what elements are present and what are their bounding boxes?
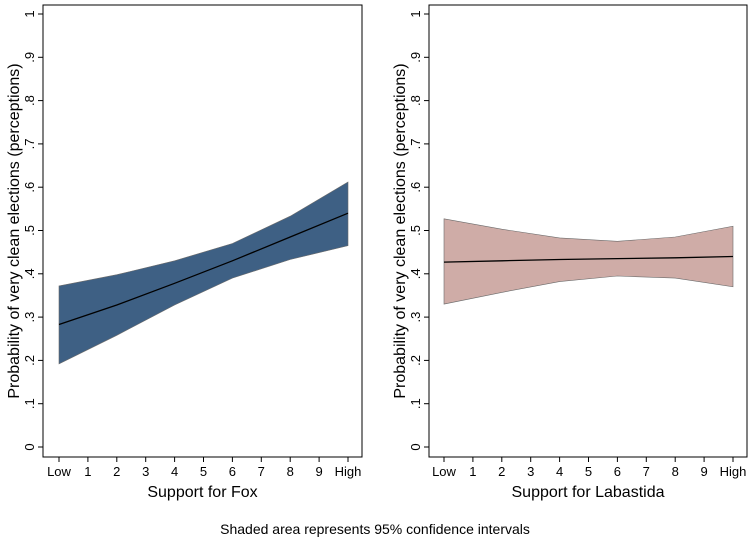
y-tick-label: 0 [408,443,423,450]
x-tick-label: 4 [171,464,178,479]
left-panel: 0 .1 .2 .3 .4 .5 .6 .7 .8 .9 1 Low 1 2 3 4 5 6 7 8 9 High Supp… [6,4,363,501]
y-tick-label: .2 [22,355,37,366]
confidence-band [443,218,734,305]
y-tick-label: .1 [22,398,37,409]
x-tick-label: 8 [287,464,294,479]
x-tick-label: 1 [469,464,476,479]
y-axis-title: Probability of very clean elections (per… [392,63,409,398]
x-tick-label: 8 [672,464,679,479]
y-tick-label: .7 [408,138,423,149]
y-tick-label: .9 [408,52,423,63]
prediction-line [58,212,349,326]
y-tick-label: .5 [408,225,423,236]
y-axis-title: Probability of very clean elections (per… [6,63,23,398]
y-tick-label: .2 [408,355,423,366]
x-tick-label: High [720,464,747,479]
y-tick-label: 1 [408,10,423,17]
y-tick-label: .8 [22,95,37,106]
x-tick-label: 2 [113,464,120,479]
y-tick-label: .8 [408,95,423,106]
y-tick-label: .3 [22,312,37,323]
x-tick-label: 6 [229,464,236,479]
x-tick-label: High [335,464,362,479]
y-tick-label: .3 [408,312,423,323]
x-tick-label: Low [432,464,456,479]
x-tick-label: 3 [142,464,149,479]
x-tick-label: 3 [527,464,534,479]
x-tick-label: 4 [556,464,563,479]
x-tick-label: 6 [614,464,621,479]
confidence-band [58,181,349,365]
x-tick-label: 7 [258,464,265,479]
x-axis-title: Support for Fox [147,484,257,501]
y-tick-label: 0 [22,443,37,450]
y-tick-label: .7 [22,138,37,149]
y-tick-label: .4 [408,268,423,279]
y-tick-label: .4 [22,268,37,279]
y-tick-label: .6 [22,182,37,193]
caption: Shaded area represents 95% confidence in… [220,521,530,537]
x-tick-label: 9 [315,464,322,479]
x-tick-label: 5 [200,464,207,479]
x-tick-label: 1 [84,464,91,479]
y-tick-label: .1 [408,398,423,409]
x-tick-label: Low [47,464,71,479]
x-tick-label: 2 [498,464,505,479]
y-tick-label: 1 [22,10,37,17]
y-tick-label: .5 [22,225,37,236]
right-panel: 0 .1 .2 .3 .4 .5 .6 .7 .8 .9 1 Low 1 2 3 4 5 6 7 8 9 High Supp… [392,4,748,501]
x-tick-label: 7 [643,464,650,479]
x-tick-label: 5 [585,464,592,479]
y-tick-label: .6 [408,182,423,193]
x-tick-label: 9 [700,464,707,479]
y-tick-label: .9 [22,52,37,63]
prediction-line [443,255,734,263]
x-axis-title: Support for Labastida [512,484,665,501]
